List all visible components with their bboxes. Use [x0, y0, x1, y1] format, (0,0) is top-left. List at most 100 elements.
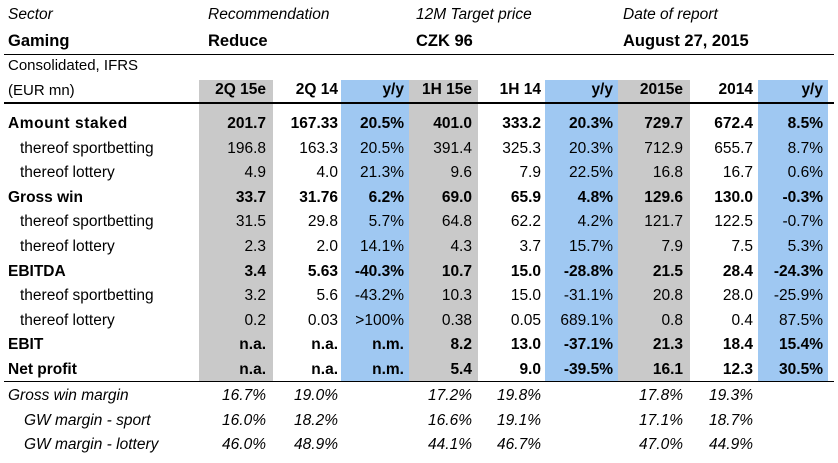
- table-cell: 0.38: [441, 311, 472, 329]
- margin-cell: 46.0%: [222, 436, 266, 454]
- margin-cell: 16.7%: [222, 387, 266, 404]
- column-header: 2014: [718, 81, 753, 98]
- row-label: thereof lottery: [20, 311, 115, 329]
- table-cell: 20.5%: [360, 115, 404, 132]
- row-label: Amount staked: [8, 115, 128, 132]
- row-label: EBIT: [8, 336, 44, 354]
- table-cell: -25.9%: [773, 287, 823, 305]
- table-cell: 712.9: [644, 139, 683, 157]
- table-cell: n.a.: [239, 361, 266, 378]
- table-cell: 0.6%: [787, 164, 823, 182]
- row-label: thereof lottery: [20, 238, 115, 255]
- table-cell: 2.3: [244, 238, 266, 255]
- table-cell: 31.76: [299, 188, 338, 206]
- table-cell: 3.2: [244, 287, 266, 305]
- margin-row: GW margin - sport 16.0% 18.2% 16.6% 19.1% 17.…: [0, 409, 838, 434]
- band-yy-quarter: [341, 80, 409, 382]
- table-cell: 20.3%: [569, 115, 613, 132]
- margin-cell: 16.0%: [222, 411, 266, 429]
- sector-label: Sector: [8, 6, 53, 23]
- table-cell: 20.3%: [569, 139, 613, 157]
- table-cell: 0.03: [307, 311, 338, 329]
- table-cell: 87.5%: [779, 311, 823, 329]
- margin-row: Gross win margin 16.7% 19.0% 17.2% 19.8% 17.8…: [0, 384, 838, 409]
- margin-cell: 17.2%: [428, 387, 472, 404]
- table-cell: n.a.: [311, 336, 338, 354]
- table-cell: 15.0: [510, 262, 541, 280]
- table-cell: 62.2: [510, 213, 541, 231]
- table-cell: 10.7: [441, 262, 472, 280]
- row-label: thereof sportbetting: [20, 287, 154, 305]
- margin-cell: 19.0%: [294, 387, 338, 404]
- row-label: thereof sportbetting: [20, 213, 154, 231]
- table-cell: 13.0: [510, 336, 541, 354]
- column-header: 1H 14: [499, 81, 541, 98]
- table-cell: 121.7: [644, 213, 683, 231]
- table-cell: 7.5: [731, 238, 753, 255]
- table-cell: 122.5: [714, 213, 753, 231]
- table-cell: 18.4: [722, 336, 753, 354]
- table-cell: 30.5%: [779, 361, 823, 378]
- table-cell: -40.3%: [354, 262, 404, 280]
- row-label: thereof sportbetting: [20, 139, 154, 157]
- table-cell: 5.7%: [368, 213, 404, 231]
- band-yy-year: [758, 80, 828, 382]
- report-date-value: August 27, 2015: [623, 32, 749, 50]
- table-cell: 20.8: [652, 287, 683, 305]
- table-row: EBIT n.a. n.a. n.m. 8.2 13.0 -37.1% 21.3 18.4 15.…: [0, 333, 838, 358]
- table-cell: 672.4: [714, 115, 753, 132]
- table-cell: 729.7: [644, 115, 683, 132]
- table-cell: 4.9: [244, 164, 266, 182]
- table-cell: 8.7%: [787, 139, 823, 157]
- table-cell: 0.4: [731, 311, 753, 329]
- table-cell: 5.4: [450, 361, 472, 378]
- column-header-divider: [4, 102, 834, 104]
- table-cell: 3.7: [519, 238, 541, 255]
- margin-cell: 16.6%: [428, 411, 472, 429]
- table-cell: 129.6: [644, 188, 683, 206]
- table-cell: 3.4: [244, 262, 266, 280]
- header-divider: [4, 54, 834, 55]
- margin-cell: 46.7%: [497, 436, 541, 454]
- table-row: thereof sportbetting 196.8 163.3 20.5% 391.4…: [0, 137, 838, 162]
- table-cell: -31.1%: [563, 287, 613, 305]
- table-cell: 163.3: [299, 139, 338, 157]
- table-cell: 391.4: [433, 139, 472, 157]
- margin-cell: 18.2%: [294, 411, 338, 429]
- table-cell: 29.8: [307, 213, 338, 231]
- table-cell: 21.5: [652, 262, 683, 280]
- margin-cell: 19.3%: [709, 387, 753, 404]
- table-cell: 333.2: [502, 115, 541, 132]
- table-cell: -24.3%: [773, 262, 823, 280]
- table-cell: 4.2%: [577, 213, 613, 231]
- table-cell: 201.7: [227, 115, 266, 132]
- table-cell: 15.0: [510, 287, 541, 305]
- table-cell: 10.3: [441, 287, 472, 305]
- table-row: EBITDA 3.4 5.63 -40.3% 10.7 15.0 -28.8% 21.5 28.…: [0, 260, 838, 285]
- table-row: Net profit n.a. n.a. n.m. 5.4 9.0 -39.5% 16.1 12…: [0, 358, 838, 383]
- band-1h15e: [409, 80, 478, 382]
- table-cell: n.a.: [239, 336, 266, 354]
- table-cell: 31.5: [235, 213, 266, 231]
- table-cell: 401.0: [433, 115, 472, 132]
- table-cell: 0.2: [244, 311, 266, 329]
- row-label: Net profit: [8, 361, 77, 378]
- margin-cell: 47.0%: [639, 436, 683, 454]
- target-price-label: 12M Target price: [416, 6, 532, 23]
- table-cell: 4.8%: [577, 188, 613, 206]
- margin-cell: 48.9%: [294, 436, 338, 454]
- table-cell: 12.3: [722, 361, 753, 378]
- table-cell: 655.7: [714, 139, 753, 157]
- table-cell: -39.5%: [563, 361, 613, 378]
- margin-label: GW margin - lottery: [24, 436, 159, 454]
- margin-cell: 19.1%: [497, 411, 541, 429]
- table-cell: 7.9: [519, 164, 541, 182]
- column-header: 1H 15e: [422, 81, 472, 98]
- table-cell: 22.5%: [569, 164, 613, 182]
- table-cell: n.m.: [372, 361, 404, 378]
- table-cell: -0.7%: [782, 213, 824, 231]
- table-cell: 33.7: [235, 188, 266, 206]
- table-row: thereof lottery 4.9 4.0 21.3% 9.6 7.9 22.5% 16.…: [0, 161, 838, 186]
- table-cell: 15.7%: [569, 238, 613, 255]
- table-cell: 15.4%: [779, 336, 823, 354]
